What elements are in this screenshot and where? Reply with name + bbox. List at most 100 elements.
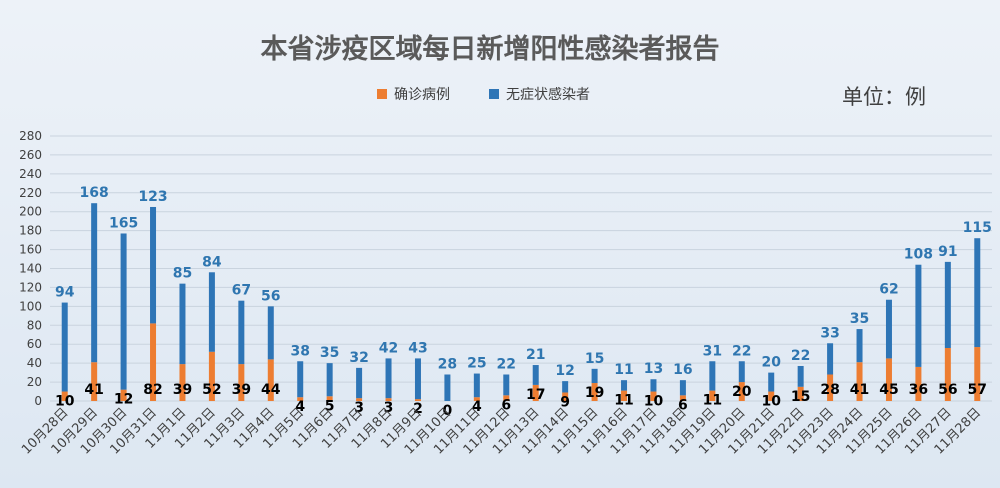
data-label-confirmed: 52 — [202, 382, 221, 398]
bar-confirmed — [503, 395, 510, 401]
data-label-confirmed: 57 — [968, 382, 987, 398]
data-label-confirmed: 19 — [585, 385, 604, 401]
data-label-confirmed: 20 — [732, 384, 752, 400]
bar-asymptomatic — [91, 203, 98, 363]
data-label-asymptomatic: 123 — [138, 189, 167, 205]
bar-confirmed — [885, 358, 892, 401]
data-label-asymptomatic: 67 — [232, 283, 251, 299]
data-label-asymptomatic: 22 — [732, 343, 751, 359]
bar-confirmed — [679, 395, 686, 401]
bar-confirmed — [591, 383, 598, 401]
data-label-confirmed: 3 — [354, 400, 364, 416]
data-label-confirmed: 39 — [173, 382, 192, 398]
data-label-asymptomatic: 168 — [80, 185, 109, 201]
bar-confirmed — [179, 364, 186, 401]
data-label-confirmed: 10 — [644, 394, 664, 410]
data-label-asymptomatic: 35 — [850, 311, 869, 327]
y-tick-label: 200 — [19, 205, 42, 219]
data-label-confirmed: 17 — [526, 387, 545, 403]
bar-asymptomatic — [591, 368, 598, 384]
data-label-confirmed: 0 — [443, 403, 453, 419]
bar-asymptomatic — [679, 380, 686, 396]
y-tick-label: 220 — [19, 186, 42, 200]
y-tick-label: 260 — [19, 148, 42, 162]
data-label-confirmed: 39 — [232, 382, 251, 398]
data-label-confirmed: 9 — [560, 394, 570, 410]
data-label-asymptomatic: 28 — [438, 357, 457, 373]
data-label-asymptomatic: 22 — [497, 357, 516, 373]
bar-confirmed — [621, 390, 628, 401]
data-label-confirmed: 28 — [820, 382, 839, 398]
data-label-asymptomatic: 15 — [585, 351, 604, 367]
y-tick-label: 140 — [19, 262, 42, 276]
data-label-confirmed: 44 — [261, 382, 281, 398]
bar-asymptomatic — [267, 306, 274, 360]
bar-asymptomatic — [238, 300, 245, 365]
data-label-asymptomatic: 33 — [820, 325, 839, 341]
bar-asymptomatic — [768, 372, 775, 392]
legend-swatch-confirmed — [377, 89, 387, 99]
bar-asymptomatic — [150, 206, 157, 324]
bar-asymptomatic — [61, 302, 68, 392]
data-label-asymptomatic: 85 — [173, 266, 192, 282]
y-axis-ticks: 0 20 40 60 80 100 120 140 160 180 200 220 240 260 280 — [19, 129, 42, 408]
chart-title: 本省涉疫区域每日新增阳性感染者报告 — [261, 33, 720, 65]
data-label-confirmed: 56 — [938, 382, 957, 398]
bar-asymptomatic — [444, 374, 451, 401]
data-labels: 9410168411651212382853984526739564438435… — [55, 185, 992, 419]
data-label-confirmed: 5 — [325, 398, 335, 414]
y-tick-label: 0 — [34, 394, 42, 408]
bar-confirmed — [356, 398, 363, 401]
data-label-asymptomatic: 35 — [320, 345, 339, 361]
y-tick-label: 180 — [19, 224, 42, 238]
bars — [61, 203, 981, 401]
y-tick-label: 120 — [19, 280, 42, 294]
data-label-confirmed: 4 — [295, 399, 305, 415]
data-label-asymptomatic: 12 — [555, 363, 574, 379]
data-label-confirmed: 11 — [703, 393, 722, 409]
data-label-asymptomatic: 31 — [703, 343, 722, 359]
bar-asymptomatic — [709, 361, 716, 391]
bar-asymptomatic — [562, 381, 569, 393]
data-label-confirmed: 10 — [55, 394, 75, 410]
bar-asymptomatic — [208, 272, 215, 352]
bar-asymptomatic — [473, 373, 480, 398]
bar-asymptomatic — [856, 329, 863, 363]
x-axis-ticks: 10月28日10月29日10月30日10月31日11月1日11月2日11月3日1… — [19, 405, 984, 457]
data-label-asymptomatic: 56 — [261, 288, 280, 304]
data-label-confirmed: 4 — [472, 399, 482, 415]
data-label-confirmed: 6 — [678, 397, 688, 413]
bar-asymptomatic — [738, 361, 745, 383]
bar-asymptomatic — [326, 363, 333, 397]
legend-swatch-asymptomatic — [489, 89, 499, 99]
bar-confirmed — [797, 386, 804, 401]
bar-asymptomatic — [385, 358, 392, 399]
bar-confirmed — [267, 359, 274, 401]
bar-confirmed — [473, 397, 480, 401]
data-label-asymptomatic: 108 — [904, 247, 933, 263]
y-tick-label: 160 — [19, 243, 42, 257]
data-label-confirmed: 11 — [614, 393, 633, 409]
y-tick-label: 240 — [19, 167, 42, 181]
bar-confirmed — [150, 323, 157, 401]
bar-confirmed — [562, 392, 569, 401]
data-label-asymptomatic: 91 — [938, 244, 957, 260]
bar-confirmed — [297, 397, 304, 401]
data-label-asymptomatic: 13 — [644, 361, 663, 377]
bar-asymptomatic — [944, 261, 951, 348]
y-tick-label: 100 — [19, 299, 42, 313]
data-label-asymptomatic: 43 — [408, 340, 427, 356]
bar-asymptomatic — [827, 343, 834, 375]
data-label-asymptomatic: 94 — [55, 285, 75, 301]
data-label-confirmed: 12 — [114, 392, 133, 408]
bar-confirmed — [827, 374, 834, 401]
data-label-confirmed: 36 — [909, 382, 928, 398]
data-label-confirmed: 41 — [84, 382, 103, 398]
bar-asymptomatic — [297, 361, 304, 398]
data-label-confirmed: 2 — [413, 401, 423, 417]
data-label-confirmed: 82 — [143, 382, 162, 398]
y-tick-label: 280 — [19, 129, 42, 143]
unit-label: 单位：例 — [842, 85, 926, 109]
bar-confirmed — [91, 362, 98, 401]
